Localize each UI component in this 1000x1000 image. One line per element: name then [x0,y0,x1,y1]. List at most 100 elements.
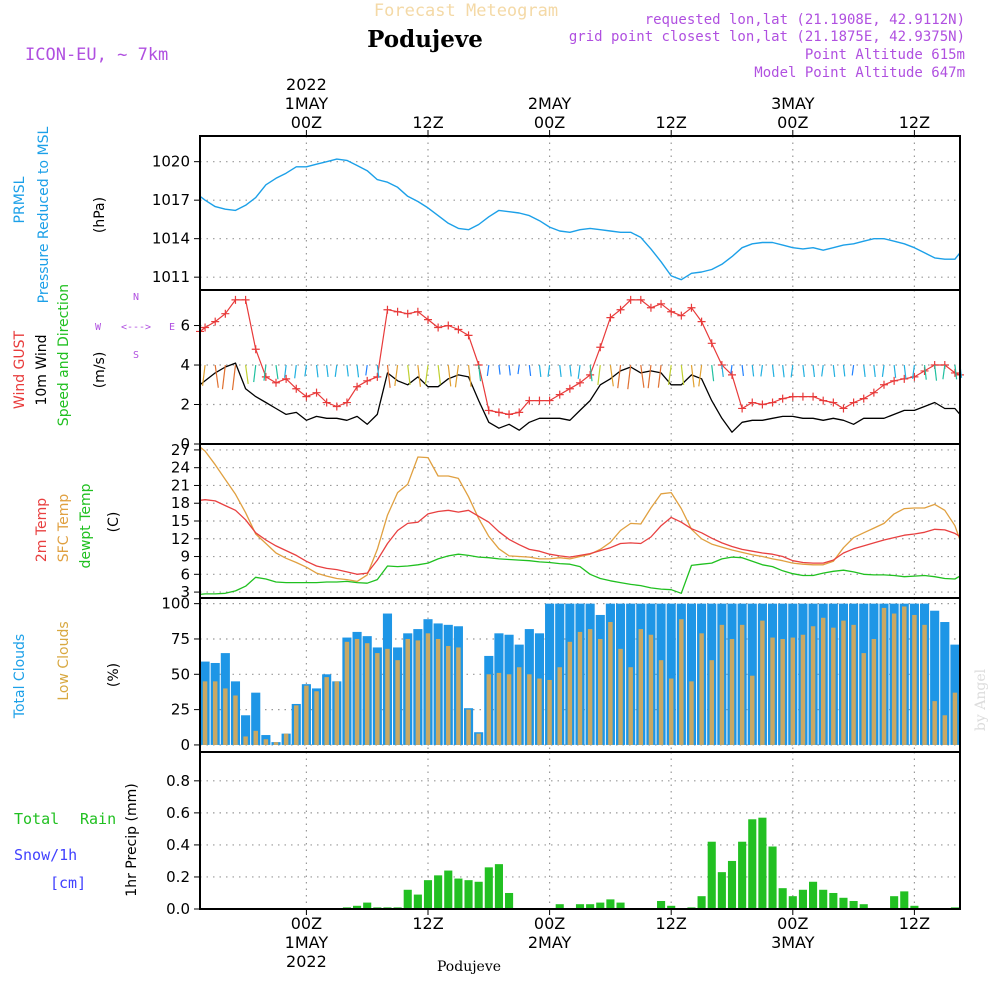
pressure-msl-label: Pressure Reduced to MSL [36,126,52,303]
rain-bar [788,896,797,909]
gust-marker [332,402,341,411]
rain-bar [727,860,737,909]
wind-panel-labels: Wind GUST 10m Wind Speed and Direction (… [12,284,175,426]
rain-bar [586,904,595,909]
gust-marker [728,370,736,379]
gust-marker [383,305,392,314]
low-cloud-bar [466,709,471,745]
wind-direction-arrow [346,364,349,377]
low-cloud-bar [506,674,512,745]
precip-panel-labels: Total Rain Snow/1h [cm] 1hr Precip (mm) [14,783,140,896]
gust-marker [494,408,503,417]
wind-direction-arrow [832,364,836,377]
y-tick-label: 75 [171,630,190,648]
top-time-label: 12Z [412,113,443,132]
rain-bar [454,878,463,909]
wind-direction-arrow [741,364,744,377]
gust-marker [616,305,625,314]
wind-direction-arrow [771,364,775,377]
bottom-time-label: 12Z [656,914,687,933]
wind-direction-arrow [245,364,249,385]
gust-marker [302,392,311,401]
compass-w: W [95,322,102,333]
total-cloud-bar [545,603,555,745]
total-clouds-label: Total Clouds [12,634,28,719]
total-cloud-bar [940,622,950,745]
rain-bar [910,905,919,909]
top-time-label: 3MAY [771,94,815,113]
gust-marker [738,404,747,413]
low-cloud-bar [881,607,887,745]
gust-marker [555,390,564,399]
low-clouds-label: Low Clouds [56,621,72,700]
gust-marker [880,380,888,389]
rain-bar [484,867,493,909]
wind-direction-arrow [647,364,652,389]
low-cloud-bar [212,681,218,745]
wind-speed-line [199,362,961,433]
rain-bar [758,817,767,909]
point-altitude: Point Altitude 615m [805,47,965,63]
gust-marker [525,396,534,405]
low-cloud-bar [851,624,856,745]
rain-bar [657,900,666,909]
wind-speed-direction-label: Speed and Direction [56,284,72,426]
wind-gust-label: Wind GUST [12,330,28,409]
gust-marker [231,295,240,304]
gust-marker [434,323,443,332]
low-cloud-bar [608,622,613,745]
wind-direction-arrow [597,364,601,385]
rain-bar [616,902,625,909]
y-tick-label: 0 [180,435,190,453]
gust-marker [829,398,838,407]
low-cloud-bar [395,660,400,745]
gust-marker [373,372,382,381]
wind-direction-arrow [407,364,411,386]
rain-bar [596,902,605,909]
wind-direction-arrow [231,364,237,391]
sfc-temp-line [199,446,961,583]
rain-bar [494,864,503,909]
wind-direction-arrow [640,364,645,388]
y-tick-label: 0.2 [166,868,190,886]
gust-marker [505,410,514,419]
low-cloud-bar [415,640,421,745]
low-cloud-bar [496,672,502,745]
low-cloud-bar [638,629,644,745]
rain-bar [353,905,362,909]
gust-marker [596,343,605,352]
low-cloud-bar [516,667,522,745]
temp-2m-label: 2m Temp [34,498,50,562]
rain-bar [575,904,585,909]
wind-direction-arrow [954,364,958,380]
low-cloud-bar [841,620,846,745]
low-cloud-bar [557,667,562,745]
pressure-line [199,158,961,281]
wind-direction-arrow [881,364,885,377]
wind-direction-arrow [334,364,338,377]
wind-direction-arrow [812,364,816,377]
low-cloud-bar [446,646,451,745]
low-cloud-bar [871,638,877,745]
low-cloud-bar [314,691,319,745]
wind-direction-arrow [851,364,855,376]
gust-marker [586,370,595,379]
gust-marker [363,376,372,385]
wind-direction-arrow [802,364,805,377]
compass-arrows: <---> [121,322,151,333]
wind-direction-arrow [528,364,532,377]
wind-direction-arrow [782,364,785,378]
wind-direction-arrow [721,364,724,377]
pct-unit-label: (%) [106,663,122,687]
low-cloud-bar [577,631,583,745]
low-cloud-bar [385,648,390,745]
rain-bar [798,889,807,909]
low-cloud-bar [435,638,441,745]
top-time-label: 2MAY [528,94,572,113]
gust-marker [950,368,959,377]
rain-bar [717,872,726,909]
rain-bar [403,889,412,909]
panel-border [199,751,961,910]
cloud-panel: 0 25 50 75 100 [161,595,961,754]
